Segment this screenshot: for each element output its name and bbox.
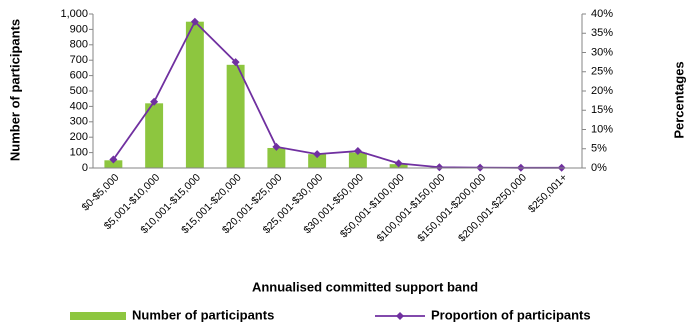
y2-tick-label: 25% bbox=[591, 66, 613, 78]
y2-tick-label: 15% bbox=[591, 104, 613, 116]
line-marker bbox=[313, 150, 322, 159]
y-tick-label: 100 bbox=[70, 147, 88, 159]
line-marker bbox=[435, 163, 444, 172]
bar bbox=[104, 160, 123, 168]
y-tick-label: 0 bbox=[82, 162, 88, 174]
legend-label: Number of participants bbox=[132, 307, 274, 322]
legend-label: Proportion of participants bbox=[431, 307, 591, 322]
line-marker bbox=[109, 155, 118, 164]
bar bbox=[308, 154, 327, 168]
y2-tick-label: 20% bbox=[591, 85, 613, 97]
line-marker bbox=[353, 147, 362, 156]
y-tick-label: 600 bbox=[70, 70, 88, 82]
y-tick-label: 300 bbox=[70, 116, 88, 128]
line-marker bbox=[190, 17, 199, 26]
y2-axis-label: Percentages bbox=[671, 61, 686, 138]
y2-tick-label: 10% bbox=[591, 123, 613, 135]
y2-tick-label: 40% bbox=[591, 8, 613, 20]
bar bbox=[226, 64, 245, 168]
bar bbox=[145, 103, 164, 168]
bar bbox=[267, 147, 286, 168]
y2-tick-label: 30% bbox=[591, 46, 613, 58]
y2-tick-label: 5% bbox=[591, 143, 607, 155]
x-tick-label: $100,001-$150,000 bbox=[375, 171, 448, 244]
y2-tick-label: 35% bbox=[591, 27, 613, 39]
y-tick-label: 700 bbox=[70, 54, 88, 66]
y-tick-label: 200 bbox=[70, 131, 88, 143]
x-tick-label: $150,001-$200,000 bbox=[415, 171, 488, 244]
bar bbox=[348, 152, 367, 168]
line-marker bbox=[231, 58, 240, 67]
legend-marker bbox=[396, 312, 404, 320]
x-tick-label: $200,001-$250,000 bbox=[456, 171, 529, 244]
legend-swatch bbox=[70, 312, 126, 320]
x-tick-label: $0-$5,000 bbox=[80, 171, 122, 213]
y-tick-label: 400 bbox=[70, 100, 88, 112]
y-axis-label: Number of participants bbox=[7, 19, 22, 161]
line-marker bbox=[272, 142, 281, 151]
line-marker bbox=[394, 159, 403, 168]
y-tick-label: 800 bbox=[70, 39, 88, 51]
y-tick-label: 1,000 bbox=[60, 8, 88, 20]
bar bbox=[185, 21, 204, 169]
x-tick-label: $250,001+ bbox=[526, 172, 570, 216]
y-tick-label: 900 bbox=[70, 23, 88, 35]
y-tick-label: 500 bbox=[70, 85, 88, 97]
x-axis-label: Annualised committed support band bbox=[252, 279, 478, 294]
line-marker bbox=[150, 97, 159, 106]
y2-tick-label: 0% bbox=[591, 162, 607, 174]
line bbox=[112, 20, 562, 169]
